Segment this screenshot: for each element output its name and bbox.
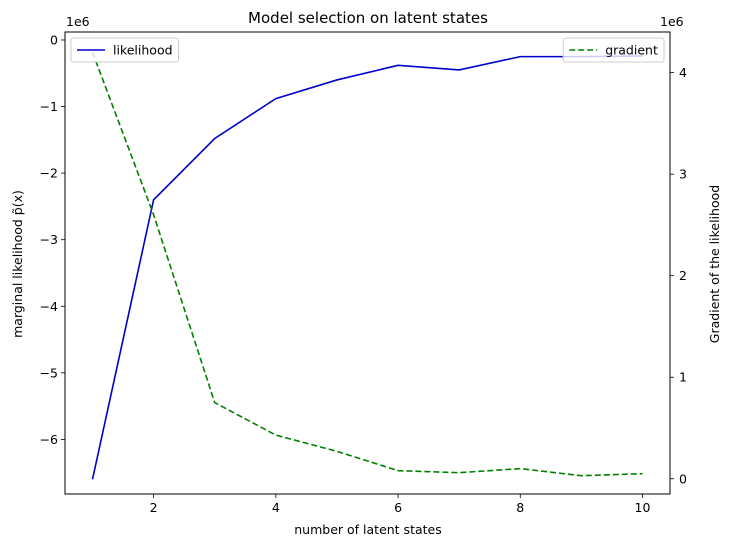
- x-tick-label: 10: [635, 500, 651, 515]
- x-tick-label: 6: [394, 500, 402, 515]
- left-y-axis-label: marginal likelihood p̃(x): [10, 190, 25, 338]
- x-tick-label: 8: [516, 500, 524, 515]
- right-y-axis-label: Gradient of the likelihood: [707, 185, 722, 343]
- legend-box: [562, 37, 665, 63]
- right-tick-label: 2: [679, 268, 687, 283]
- x-tick-label: 2: [150, 500, 158, 515]
- legend-label: gradient: [605, 43, 658, 58]
- right-tick-label: 3: [679, 167, 687, 182]
- left-tick-label: −6: [40, 432, 58, 447]
- series-layer: [91, 52, 643, 480]
- series-line-likelihood: [91, 55, 643, 480]
- right-axis-offset-label: 1e6: [660, 14, 684, 29]
- x-axis-label: number of latent states: [294, 522, 441, 537]
- right-tick-label: 0: [679, 471, 687, 486]
- left-tick-label: −2: [40, 166, 58, 181]
- x-tick-label: 4: [272, 500, 280, 515]
- left-tick-label: −4: [40, 299, 58, 314]
- right-y-axis: 0 1 2 3 4: [670, 65, 687, 486]
- left-tick-label: −5: [40, 365, 58, 380]
- x-axis: 2 4 6 8 10: [150, 494, 651, 515]
- left-tick-label: −1: [40, 99, 58, 114]
- right-tick-label: 1: [679, 370, 687, 385]
- legend-likelihood: likelihood: [70, 37, 179, 63]
- series-line-gradient: [91, 52, 643, 477]
- legend-box: [70, 37, 179, 63]
- left-tick-label: −3: [40, 232, 58, 247]
- left-tick-label: 0: [50, 32, 58, 47]
- plot-frame: [64, 31, 671, 495]
- right-tick-label: 4: [679, 65, 687, 80]
- left-y-axis: 0 −1 −2 −3 −4 −5 −6: [40, 32, 65, 447]
- legend-label: likelihood: [113, 43, 173, 58]
- plot-area: [64, 31, 671, 495]
- chart-title: Model selection on latent states: [248, 9, 488, 27]
- left-axis-offset-label: 1e6: [66, 14, 90, 29]
- legend-gradient: gradient: [562, 37, 665, 63]
